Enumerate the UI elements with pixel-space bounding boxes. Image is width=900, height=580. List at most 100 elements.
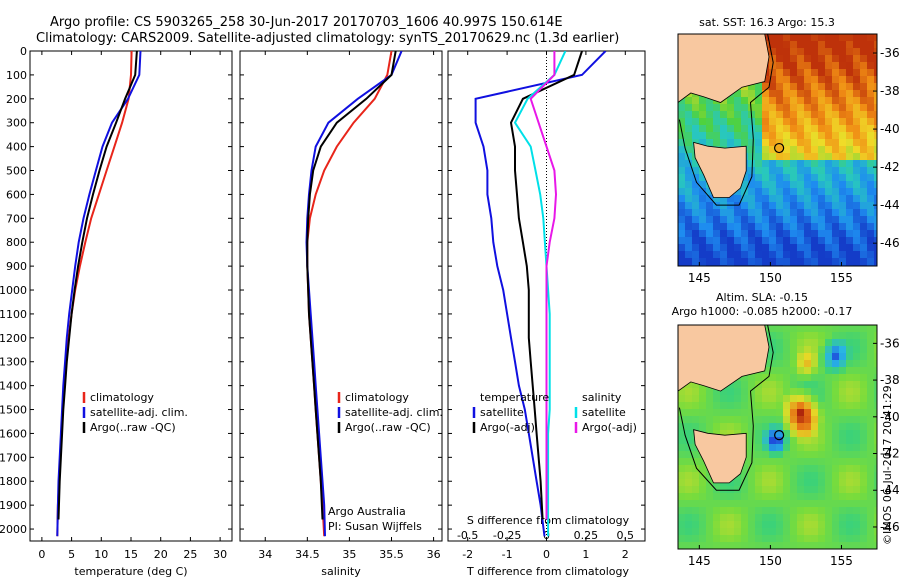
temperature-axes-frame — [29, 50, 233, 542]
salinity-axes-frame — [239, 50, 443, 542]
map-x-tick-label: 150 — [759, 554, 782, 568]
y-tick-label: 1400 — [0, 380, 27, 393]
y-tick-label: 900 — [6, 260, 27, 273]
x-tick-label: 36 — [427, 548, 441, 561]
x-tick-label: 5 — [68, 548, 75, 561]
map-y-tick-label: -46 — [880, 236, 900, 250]
map-y-tick-label: -38 — [880, 373, 900, 387]
sla-map-subtitle: Argo h1000: -0.085 h2000: -0.17 — [672, 305, 853, 318]
x-tick-label: 15 — [124, 548, 138, 561]
y-tick-label: 0 — [20, 45, 27, 58]
legend-satellite-label: satellite-adj. clim. — [345, 406, 443, 419]
legend-salinity-title: salinity — [582, 391, 622, 404]
s-tick-label: 0 — [543, 529, 550, 542]
salinity-panel: 34 34.5 35 35.5 36 salinity climatology satelli… — [239, 50, 443, 578]
credit-text: ©IMOS 06-Jul-2017 20:41:29 — [881, 385, 894, 545]
shelf-contour — [678, 33, 774, 206]
y-tick-label: 1600 — [0, 427, 27, 440]
x-tick-label: 0 — [543, 548, 550, 561]
map-x-tick-label: 145 — [688, 554, 711, 568]
x-tick-label: 10 — [94, 548, 108, 561]
y-tick-label: 1700 — [0, 451, 27, 464]
map-y-tick-label: -38 — [880, 84, 900, 98]
series-argo-raw-qc- — [306, 51, 397, 520]
x-tick-label: 34 — [258, 548, 272, 561]
x-tick-label: 20 — [154, 548, 168, 561]
series-argo-adj- — [509, 51, 583, 520]
sst-map-frame — [677, 33, 878, 267]
argo-position-marker — [774, 430, 785, 441]
legend-argo-label: Argo(..raw -QC) — [345, 421, 431, 434]
map-x-tick-label: 155 — [830, 271, 853, 285]
x-tick-label: -1 — [502, 548, 513, 561]
y-tick-label: 1100 — [0, 308, 27, 321]
y-tick-label: 1900 — [0, 499, 27, 512]
y-tick-label: 300 — [6, 117, 27, 130]
sst-map-field: 145 150 155 -36 -38 -40 -42 -44 -46 — [677, 33, 900, 285]
y-tick-label: 2000 — [0, 523, 27, 536]
series-satellite — [513, 51, 567, 537]
argo-position-marker — [774, 142, 785, 154]
map-y-tick-label: -36 — [880, 46, 900, 60]
x-tick-label: 30 — [213, 548, 227, 561]
s-tick-label: 0.5 — [617, 529, 635, 542]
shelf-contour — [678, 324, 774, 491]
series-argo-adj- — [529, 51, 558, 520]
header-line-2: Climatology: CARS2009. Satellite-adjuste… — [36, 31, 619, 46]
y-tick-label: 1300 — [0, 356, 27, 369]
map-x-tick-label: 150 — [759, 271, 782, 285]
map-x-tick-label: 155 — [830, 554, 853, 568]
sst-map-title: sat. SST: 16.3 Argo: 15.3 — [699, 16, 835, 29]
y-tick-label: 1500 — [0, 404, 27, 417]
x-tick-label: 2 — [622, 548, 629, 561]
sla-map-field: 145 150 155 -36 -38 -40 -42 -44 -46 — [677, 324, 900, 568]
annotation-argo-australia: Argo Australia — [328, 505, 406, 518]
x-tick-label: -2 — [462, 548, 473, 561]
salinity-xlabel: salinity — [321, 565, 361, 578]
map-y-tick-label: -40 — [880, 122, 900, 136]
t-difference-xlabel: T difference from climatology — [466, 565, 629, 578]
map-y-tick-label: -42 — [880, 160, 900, 174]
y-tick-label: 100 — [6, 69, 27, 82]
legend-climatology-label: climatology — [345, 391, 409, 404]
y-tick-label: 1200 — [0, 332, 27, 345]
legend-satellite-label: satellite-adj. clim. — [90, 406, 188, 419]
legend-climatology-label: climatology — [90, 391, 154, 404]
map-y-tick-label: -46 — [880, 520, 900, 534]
legend-s-argo-label: Argo(-adj) — [582, 421, 637, 434]
s-tick-label: 0.25 — [574, 529, 599, 542]
map-x-tick-label: 145 — [688, 271, 711, 285]
series-satellite-adj-clim- — [56, 51, 142, 537]
map-y-tick-label: -40 — [880, 410, 900, 424]
x-tick-label: 0 — [38, 548, 45, 561]
y-tick-label: 500 — [6, 165, 27, 178]
x-tick-label: 1 — [582, 548, 589, 561]
legend-argo-label: Argo(..raw -QC) — [90, 421, 176, 434]
y-tick-label: 1000 — [0, 284, 27, 297]
s-tick-label: -0.5 — [457, 529, 478, 542]
x-tick-label: 35 — [342, 548, 356, 561]
x-tick-label: 25 — [183, 548, 197, 561]
map-y-tick-label: -36 — [880, 336, 900, 350]
header-line-1: Argo profile: CS 5903265_258 30-Jun-2017… — [50, 15, 563, 30]
y-tick-label: 200 — [6, 93, 27, 106]
tasmania-landmass — [693, 429, 747, 484]
tasmania-landmass — [693, 141, 747, 198]
australia-landmass — [677, 33, 770, 104]
map-y-tick-label: -44 — [880, 483, 900, 497]
map-y-tick-label: -44 — [880, 198, 900, 212]
y-tick-label: 600 — [6, 188, 27, 201]
y-tick-label: 700 — [6, 212, 27, 225]
difference-panel: -2 -1 0 1 2-0.5 -0.25 0 0.25 0.5S difference fro… — [447, 50, 646, 578]
series-satellite — [474, 51, 607, 537]
sla-map-frame — [677, 324, 878, 550]
sst-map: sat. SST: 16.3 Argo: 15.3 145 150 155 -36 -3… — [677, 16, 900, 285]
sla-map: Altim. SLA: -0.15 Argo h1000: -0.085 h20… — [672, 291, 900, 568]
legend-temperature-title: temperature — [480, 391, 549, 404]
annotation-pi: PI: Susan Wijffels — [328, 520, 422, 533]
x-tick-label: 35.5 — [379, 548, 404, 561]
sla-map-title: Altim. SLA: -0.15 — [716, 291, 808, 304]
y-tick-label: 400 — [6, 141, 27, 154]
x-tick-label: 34.5 — [295, 548, 320, 561]
